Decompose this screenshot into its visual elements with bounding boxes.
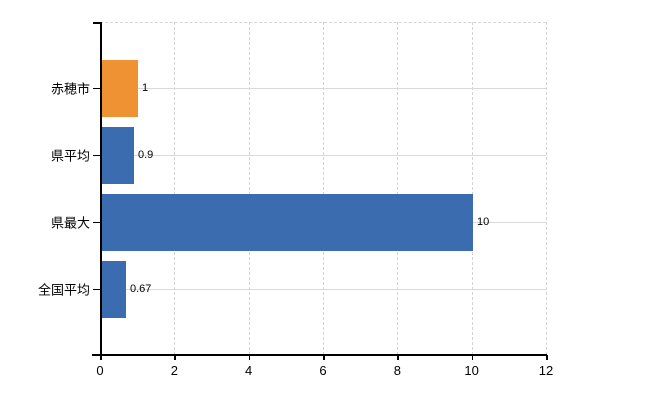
y-axis-tick [93, 154, 100, 156]
y-axis-top-tick [93, 22, 100, 24]
x-gridline [248, 22, 250, 355]
x-axis-tick [174, 355, 176, 360]
y-gridline [100, 154, 546, 156]
x-gridline [397, 22, 399, 355]
bar-3 [101, 260, 126, 318]
category-label: 全国平均 [37, 282, 90, 298]
x-tick-label: 12 [538, 363, 554, 378]
y-axis-tick [93, 87, 100, 89]
bar-value-label: 10 [477, 216, 490, 228]
bar-0 [101, 59, 138, 117]
x-axis-tick [323, 355, 325, 360]
bar-value-label: 0.67 [130, 283, 152, 295]
category-label: 赤穂市 [50, 81, 90, 97]
x-tick-label: 10 [464, 363, 479, 378]
x-axis-tick [397, 355, 399, 360]
bar-2 [101, 193, 473, 251]
y-gridline [100, 87, 546, 89]
x-tick-label: 8 [393, 363, 401, 378]
x-tick-label: 2 [170, 363, 178, 378]
x-tick-label: 0 [96, 363, 104, 378]
y-axis-tick [93, 221, 100, 223]
x-axis-tick [546, 355, 548, 360]
bar-value-label: 1 [142, 82, 149, 94]
x-gridline [323, 22, 324, 355]
x-axis-tick [100, 355, 102, 360]
x-gridline [174, 22, 176, 355]
x-axis-tick [248, 355, 251, 360]
x-gridline [546, 22, 547, 355]
category-label: 県最大 [50, 215, 90, 231]
category-label: 県平均 [50, 148, 90, 164]
x-gridline [471, 22, 473, 355]
y-axis-tick [93, 288, 100, 290]
y-gridline [100, 288, 546, 290]
bar-1 [101, 126, 134, 184]
x-tick-label: 4 [245, 363, 253, 378]
x-tick-label: 6 [319, 363, 327, 378]
x-axis-tick [471, 355, 474, 360]
y-axis-line [100, 22, 102, 355]
x-axis-line [92, 354, 547, 356]
bar-value-label: 0.9 [138, 149, 154, 161]
